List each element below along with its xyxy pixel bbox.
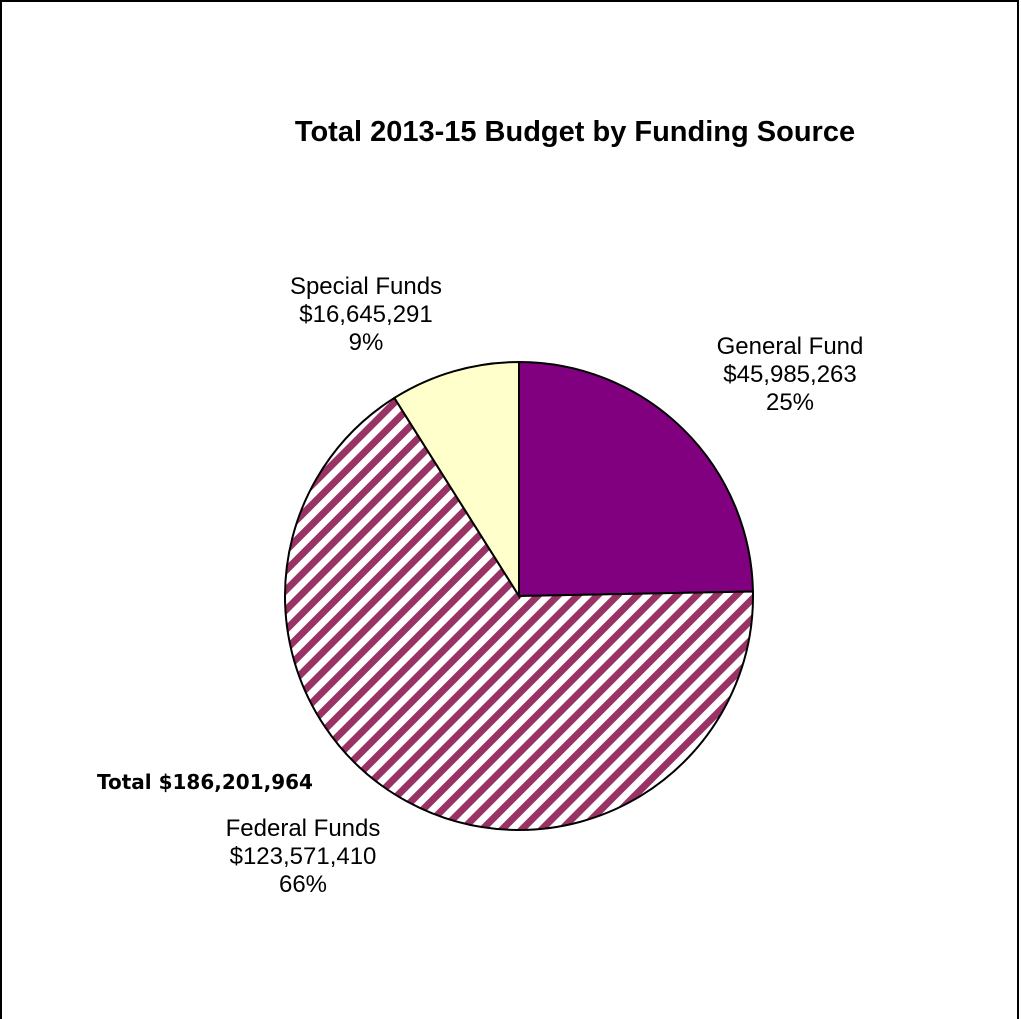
- label-special-funds: Special Funds $16,645,291 9%: [256, 273, 476, 357]
- label-general-fund-amount: $45,985,263: [723, 361, 857, 388]
- label-federal-funds-percent: 66%: [278, 871, 328, 898]
- pie-slice-general-fund: [518, 360, 754, 598]
- total-budget: Total $186,201,964: [97, 770, 313, 794]
- label-federal-funds: Federal Funds $123,571,410 66%: [193, 815, 413, 899]
- pie-slice-special-funds: [392, 360, 520, 600]
- label-federal-funds-name: Federal Funds: [225, 815, 381, 842]
- label-special-funds-name: Special Funds: [289, 273, 443, 300]
- label-general-fund-name: General Fund: [716, 333, 864, 360]
- label-special-funds-amount: $16,645,291: [299, 301, 433, 328]
- label-federal-funds-amount: $123,571,410: [229, 843, 377, 870]
- chart-title: Total 2013-15 Budget by Funding Source: [294, 116, 856, 148]
- pie-slice-federal-funds: [284, 396, 754, 831]
- label-general-fund-percent: 25%: [765, 389, 815, 416]
- label-general-fund: General Fund $45,985,263 25%: [680, 333, 900, 417]
- label-special-funds-percent: 9%: [348, 329, 384, 356]
